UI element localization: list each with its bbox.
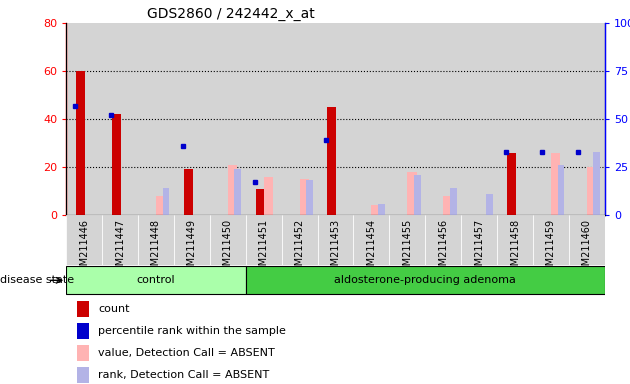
Text: value, Detection Call = ABSENT: value, Detection Call = ABSENT	[98, 348, 275, 358]
Bar	[263, 177, 273, 215]
Bar	[587, 167, 596, 215]
Bar	[353, 215, 389, 265]
Bar	[461, 23, 497, 215]
Bar	[461, 215, 497, 265]
Text: GSM211447: GSM211447	[115, 219, 125, 278]
Text: GSM211450: GSM211450	[223, 219, 232, 278]
Bar	[507, 152, 516, 215]
Text: GSM211448: GSM211448	[151, 219, 161, 278]
Bar	[102, 23, 138, 215]
Text: GSM211455: GSM211455	[403, 219, 412, 278]
Bar	[389, 23, 425, 215]
Text: GSM211453: GSM211453	[331, 219, 340, 278]
Text: aldosterone-producing adenoma: aldosterone-producing adenoma	[335, 275, 516, 285]
Bar	[414, 175, 421, 215]
Bar	[353, 23, 389, 215]
Bar	[282, 23, 318, 215]
Bar	[371, 205, 381, 215]
FancyBboxPatch shape	[66, 266, 246, 294]
Bar	[558, 165, 564, 215]
Bar	[425, 215, 461, 265]
Bar	[246, 215, 282, 265]
Text: GSM211449: GSM211449	[187, 219, 197, 278]
Text: GSM211458: GSM211458	[510, 219, 520, 278]
Bar	[156, 196, 165, 215]
Bar	[593, 152, 600, 215]
Bar	[328, 107, 336, 215]
Bar	[533, 23, 569, 215]
Bar	[163, 188, 169, 215]
Bar	[378, 204, 385, 215]
Bar	[318, 23, 353, 215]
Text: count: count	[98, 304, 130, 314]
Bar	[227, 165, 237, 215]
Bar	[486, 194, 493, 215]
Bar	[184, 169, 193, 215]
Bar	[138, 23, 174, 215]
Bar	[77, 323, 89, 339]
Bar	[77, 301, 89, 317]
Bar	[318, 215, 353, 265]
Text: GSM211451: GSM211451	[259, 219, 268, 278]
Bar	[210, 215, 246, 265]
Bar	[76, 71, 85, 215]
Bar	[138, 215, 174, 265]
Text: GSM211446: GSM211446	[79, 219, 89, 278]
Bar	[66, 215, 102, 265]
Bar	[282, 215, 318, 265]
Bar	[569, 215, 605, 265]
Bar	[425, 23, 461, 215]
Bar	[66, 23, 102, 215]
Text: control: control	[137, 275, 175, 285]
Bar	[551, 152, 560, 215]
Bar	[389, 215, 425, 265]
FancyBboxPatch shape	[246, 266, 605, 294]
Bar	[112, 114, 121, 215]
Text: disease state: disease state	[0, 275, 74, 285]
Text: rank, Detection Call = ABSENT: rank, Detection Call = ABSENT	[98, 370, 270, 380]
Text: GSM211460: GSM211460	[582, 219, 592, 278]
Bar	[77, 345, 89, 361]
Bar	[102, 215, 138, 265]
Bar	[246, 23, 282, 215]
Text: percentile rank within the sample: percentile rank within the sample	[98, 326, 287, 336]
Bar	[299, 179, 309, 215]
Text: GSM211454: GSM211454	[367, 219, 376, 278]
Bar	[407, 172, 416, 215]
Bar	[497, 215, 533, 265]
Text: GSM211456: GSM211456	[438, 219, 448, 278]
Bar	[450, 188, 457, 215]
Bar	[443, 196, 452, 215]
Text: GSM211457: GSM211457	[474, 219, 484, 278]
Text: GSM211452: GSM211452	[295, 219, 304, 278]
Bar	[497, 23, 533, 215]
Bar	[77, 367, 89, 383]
Text: GSM211459: GSM211459	[546, 219, 556, 278]
Bar	[174, 23, 210, 215]
Bar	[174, 215, 210, 265]
Bar	[256, 189, 265, 215]
Bar	[234, 169, 241, 215]
Bar	[569, 23, 605, 215]
Bar	[533, 215, 569, 265]
Bar	[306, 180, 313, 215]
Bar	[210, 23, 246, 215]
Text: GDS2860 / 242442_x_at: GDS2860 / 242442_x_at	[147, 7, 315, 21]
